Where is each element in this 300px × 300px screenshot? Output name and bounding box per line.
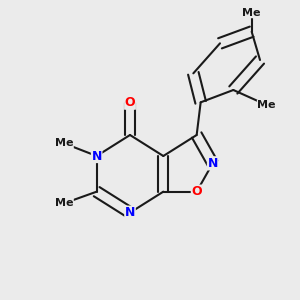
Text: Me: Me bbox=[55, 138, 73, 148]
Text: N: N bbox=[125, 206, 135, 219]
Text: O: O bbox=[125, 96, 135, 109]
Text: Me: Me bbox=[55, 198, 73, 208]
Text: N: N bbox=[92, 149, 102, 163]
Text: N: N bbox=[208, 157, 218, 170]
Text: Me: Me bbox=[242, 8, 261, 18]
Text: O: O bbox=[191, 185, 202, 198]
Text: Me: Me bbox=[257, 100, 276, 110]
